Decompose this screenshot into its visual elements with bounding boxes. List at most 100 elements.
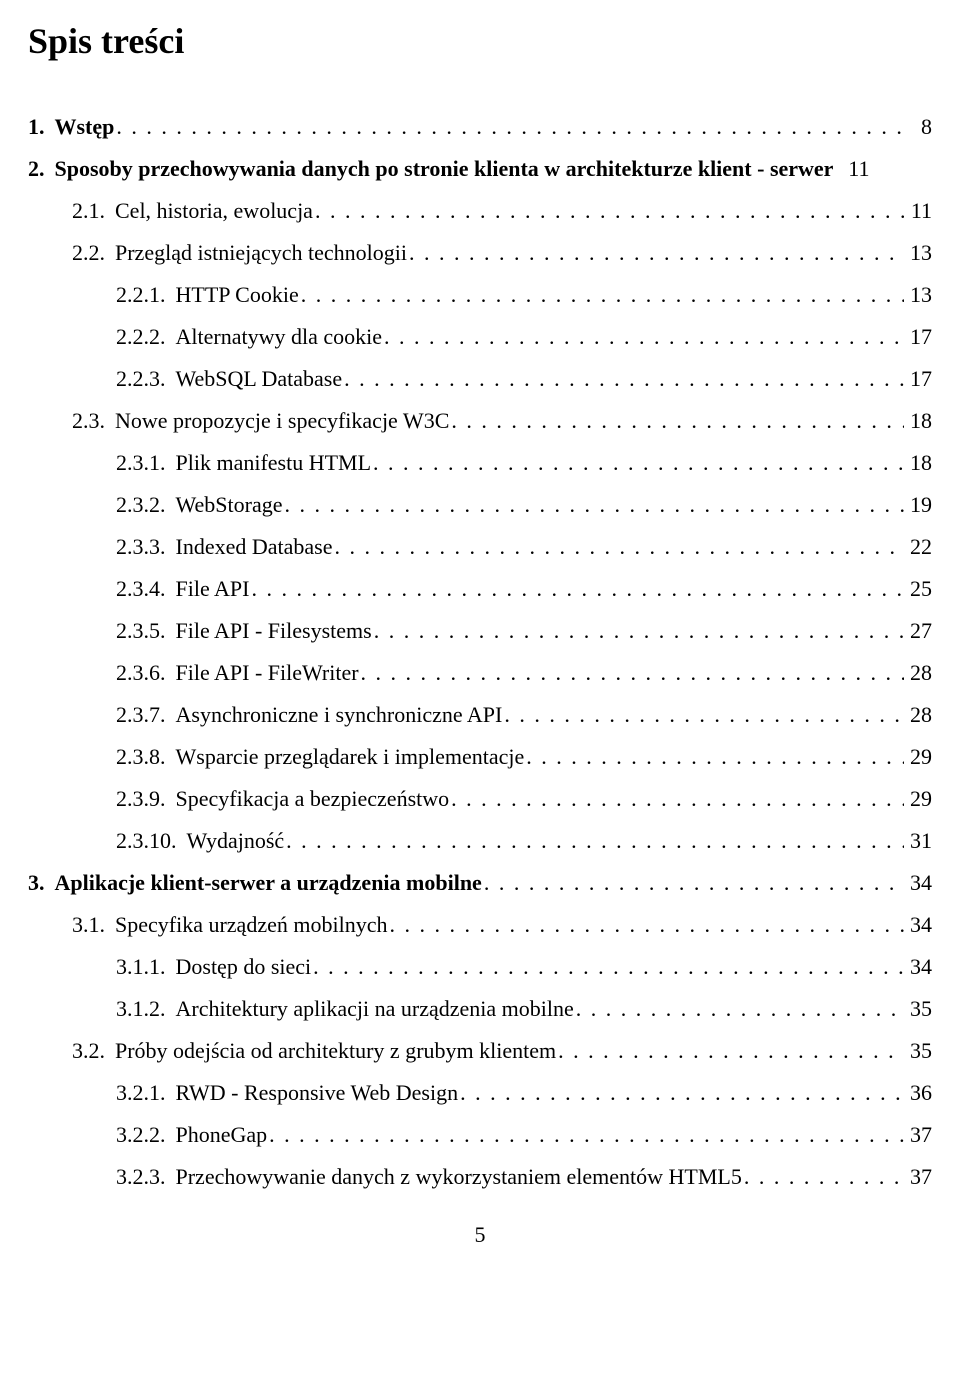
toc-entry: 2.2.1.HTTP Cookie. . . . . . . . . . . .…: [116, 284, 932, 306]
toc-entry-label: Wsparcie przeglądarek i implementacje: [176, 746, 525, 768]
toc-entry-page: 8: [904, 116, 932, 138]
toc-leader-dots: . . . . . . . . . . . . . . . . . . . . …: [313, 200, 904, 222]
toc-entry-page: 22: [904, 536, 932, 558]
toc-entry-page: 25: [904, 578, 932, 600]
toc-entry-number: 2.3.9.: [116, 788, 176, 810]
toc-entry-label: File API - Filesystems: [176, 620, 372, 642]
toc-entry: 3.1.1.Dostęp do sieci. . . . . . . . . .…: [116, 956, 932, 978]
toc-leader-dots: . . . . . . . . . . . . . . . . . . . . …: [407, 242, 904, 264]
toc-entry-number: 2.3.7.: [116, 704, 176, 726]
toc-entry: 2.3.1.Plik manifestu HTML. . . . . . . .…: [116, 452, 932, 474]
toc-entry: 2.3.8.Wsparcie przeglądarek i implementa…: [116, 746, 932, 768]
page-title: Spis treści: [28, 20, 932, 62]
toc-entry-page: 31: [904, 830, 932, 852]
toc-leader-dots: . . . . . . . . . . . . . . . . . . . . …: [449, 788, 904, 810]
toc-leader-dots: . . . . . . . . . . . . . . . . . . . . …: [249, 578, 904, 600]
toc-entry: 2.3.10.Wydajność. . . . . . . . . . . . …: [116, 830, 932, 852]
toc-entry: 3.2.3.Przechowywanie danych z wykorzysta…: [116, 1166, 932, 1188]
toc-entry-label: Specyfika urządzeń mobilnych: [115, 914, 387, 936]
toc-entry-number: 2.2.: [72, 242, 115, 264]
toc-leader-dots: . . . . . . . . . . . . . . . . . . . . …: [332, 536, 904, 558]
toc-leader-dots: . . . . . . . . . . . . . . . . . . . . …: [282, 494, 904, 516]
toc-entry: 2.Sposoby przechowywania danych po stron…: [28, 158, 932, 180]
footer-page-number: 5: [28, 1222, 932, 1248]
toc-entry-page: 37: [904, 1166, 932, 1188]
toc-entry-number: 3.2.1.: [116, 1082, 176, 1104]
toc-entry-label: Aplikacje klient-serwer a urządzenia mob…: [55, 872, 482, 894]
toc-entry-label: Wydajność: [187, 830, 285, 852]
toc-entry-page: 18: [904, 452, 932, 474]
toc-entry: 3.Aplikacje klient-serwer a urządzenia m…: [28, 872, 932, 894]
toc-entry-number: 2.3.: [72, 410, 115, 432]
toc-entry-page: 17: [904, 368, 932, 390]
toc-entry-number: 2.2.3.: [116, 368, 176, 390]
toc-leader-dots: . . . . . . . . . . . . . . . . . . . . …: [114, 116, 904, 138]
toc-entry-page: 34: [904, 914, 932, 936]
toc-entry-page: 19: [904, 494, 932, 516]
toc-entry-page: 29: [904, 788, 932, 810]
toc-entry-page: 18: [904, 410, 932, 432]
toc-entry-page: 29: [904, 746, 932, 768]
toc-entry-number: 2.3.4.: [116, 578, 176, 600]
toc-entry-number: 2.1.: [72, 200, 115, 222]
toc-leader-dots: . . . . . . . . . . . . . . . . . . . . …: [371, 452, 904, 474]
toc-entry-page: 17: [904, 326, 932, 348]
toc-leader-dots: . . . . . . . . . . . . . . . . . . . . …: [299, 284, 904, 306]
toc-entry-number: 3.: [28, 872, 55, 894]
toc-entry-number: 2.: [28, 158, 55, 180]
toc-entry-page: 28: [904, 704, 932, 726]
toc-entry-label: Przegląd istniejących technologii: [115, 242, 407, 264]
toc-entry: 3.2.2.PhoneGap. . . . . . . . . . . . . …: [116, 1124, 932, 1146]
toc-entry-number: 2.2.1.: [116, 284, 176, 306]
toc-entry-label: Sposoby przechowywania danych po stronie…: [55, 158, 834, 180]
toc-entry: 2.2.3.WebSQL Database. . . . . . . . . .…: [116, 368, 932, 390]
toc-entry-label: Próby odejścia od architektury z grubym …: [115, 1040, 556, 1062]
toc-container: 1.Wstęp. . . . . . . . . . . . . . . . .…: [28, 116, 932, 1188]
toc-entry-number: 2.3.6.: [116, 662, 176, 684]
toc-leader-dots: . . . . . . . . . . . . . . . . . . . . …: [556, 1040, 904, 1062]
toc-entry-label: Wstęp: [55, 116, 115, 138]
toc-entry-label: Indexed Database: [176, 536, 333, 558]
toc-leader-dots: . . . . . . . . . . . . . . . . . . . . …: [502, 704, 904, 726]
toc-entry-label: Alternatywy dla cookie: [176, 326, 383, 348]
toc-entry-label: Dostęp do sieci: [176, 956, 312, 978]
toc-entry-number: 2.3.3.: [116, 536, 176, 558]
toc-leader-dots: . . . . . . . . . . . . . . . . . . . . …: [267, 1124, 904, 1146]
toc-entry-label: Plik manifestu HTML: [176, 452, 372, 474]
toc-entry: 3.2.1.RWD - Responsive Web Design. . . .…: [116, 1082, 932, 1104]
toc-entry: 2.3.4.File API. . . . . . . . . . . . . …: [116, 578, 932, 600]
toc-entry: 2.2.Przegląd istniejących technologii. .…: [72, 242, 932, 264]
toc-entry-page: 27: [904, 620, 932, 642]
toc-entry-page: 13: [904, 242, 932, 264]
toc-entry-label: Cel, historia, ewolucja: [115, 200, 313, 222]
toc-entry-page: 35: [904, 998, 932, 1020]
toc-entry-label: HTTP Cookie: [176, 284, 299, 306]
toc-entry: 2.1.Cel, historia, ewolucja. . . . . . .…: [72, 200, 932, 222]
toc-leader-dots: . . . . . . . . . . . . . . . . . . . . …: [742, 1166, 904, 1188]
toc-entry-number: 2.3.5.: [116, 620, 176, 642]
toc-entry-page: 28: [904, 662, 932, 684]
toc-entry-number: 3.1.1.: [116, 956, 176, 978]
toc-leader-dots: . . . . . . . . . . . . . . . . . . . . …: [284, 830, 904, 852]
toc-entry-page: 36: [904, 1082, 932, 1104]
toc-entry-number: 2.3.10.: [116, 830, 187, 852]
toc-entry: 2.3.5.File API - Filesystems. . . . . . …: [116, 620, 932, 642]
toc-entry: 3.1.Specyfika urządzeń mobilnych. . . . …: [72, 914, 932, 936]
toc-entry: 1.Wstęp. . . . . . . . . . . . . . . . .…: [28, 116, 932, 138]
toc-entry: 2.3.2.WebStorage. . . . . . . . . . . . …: [116, 494, 932, 516]
toc-entry-label: Asynchroniczne i synchroniczne API: [176, 704, 503, 726]
toc-entry: 2.3.Nowe propozycje i specyfikacje W3C. …: [72, 410, 932, 432]
toc-entry: 2.3.6.File API - FileWriter. . . . . . .…: [116, 662, 932, 684]
toc-entry-page: 37: [904, 1124, 932, 1146]
toc-entry-label: File API - FileWriter: [176, 662, 359, 684]
toc-entry-label: File API: [176, 578, 250, 600]
toc-entry-label: WebSQL Database: [176, 368, 343, 390]
toc-leader-dots: . . . . . . . . . . . . . . . . . . . . …: [311, 956, 904, 978]
toc-entry: 2.3.3.Indexed Database. . . . . . . . . …: [116, 536, 932, 558]
toc-leader-dots: . . . . . . . . . . . . . . . . . . . . …: [524, 746, 904, 768]
toc-entry-page: 11: [841, 158, 869, 180]
toc-entry-label: WebStorage: [176, 494, 283, 516]
toc-entry-label: RWD - Responsive Web Design: [176, 1082, 459, 1104]
toc-entry: 2.2.2.Alternatywy dla cookie. . . . . . …: [116, 326, 932, 348]
toc-entry-number: 3.1.2.: [116, 998, 176, 1020]
